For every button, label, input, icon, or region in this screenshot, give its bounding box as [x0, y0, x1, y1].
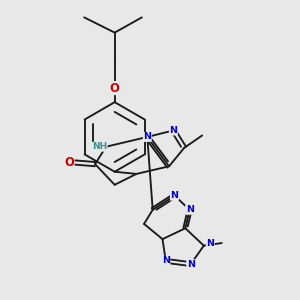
Text: O: O	[64, 156, 74, 169]
Text: N: N	[186, 205, 194, 214]
Text: N: N	[170, 191, 178, 200]
Text: NH: NH	[92, 142, 107, 151]
Text: N: N	[143, 133, 151, 142]
Text: N: N	[162, 256, 170, 266]
Text: N: N	[206, 238, 214, 247]
Text: N: N	[187, 260, 195, 268]
Text: O: O	[110, 82, 120, 94]
Text: N: N	[169, 126, 177, 135]
